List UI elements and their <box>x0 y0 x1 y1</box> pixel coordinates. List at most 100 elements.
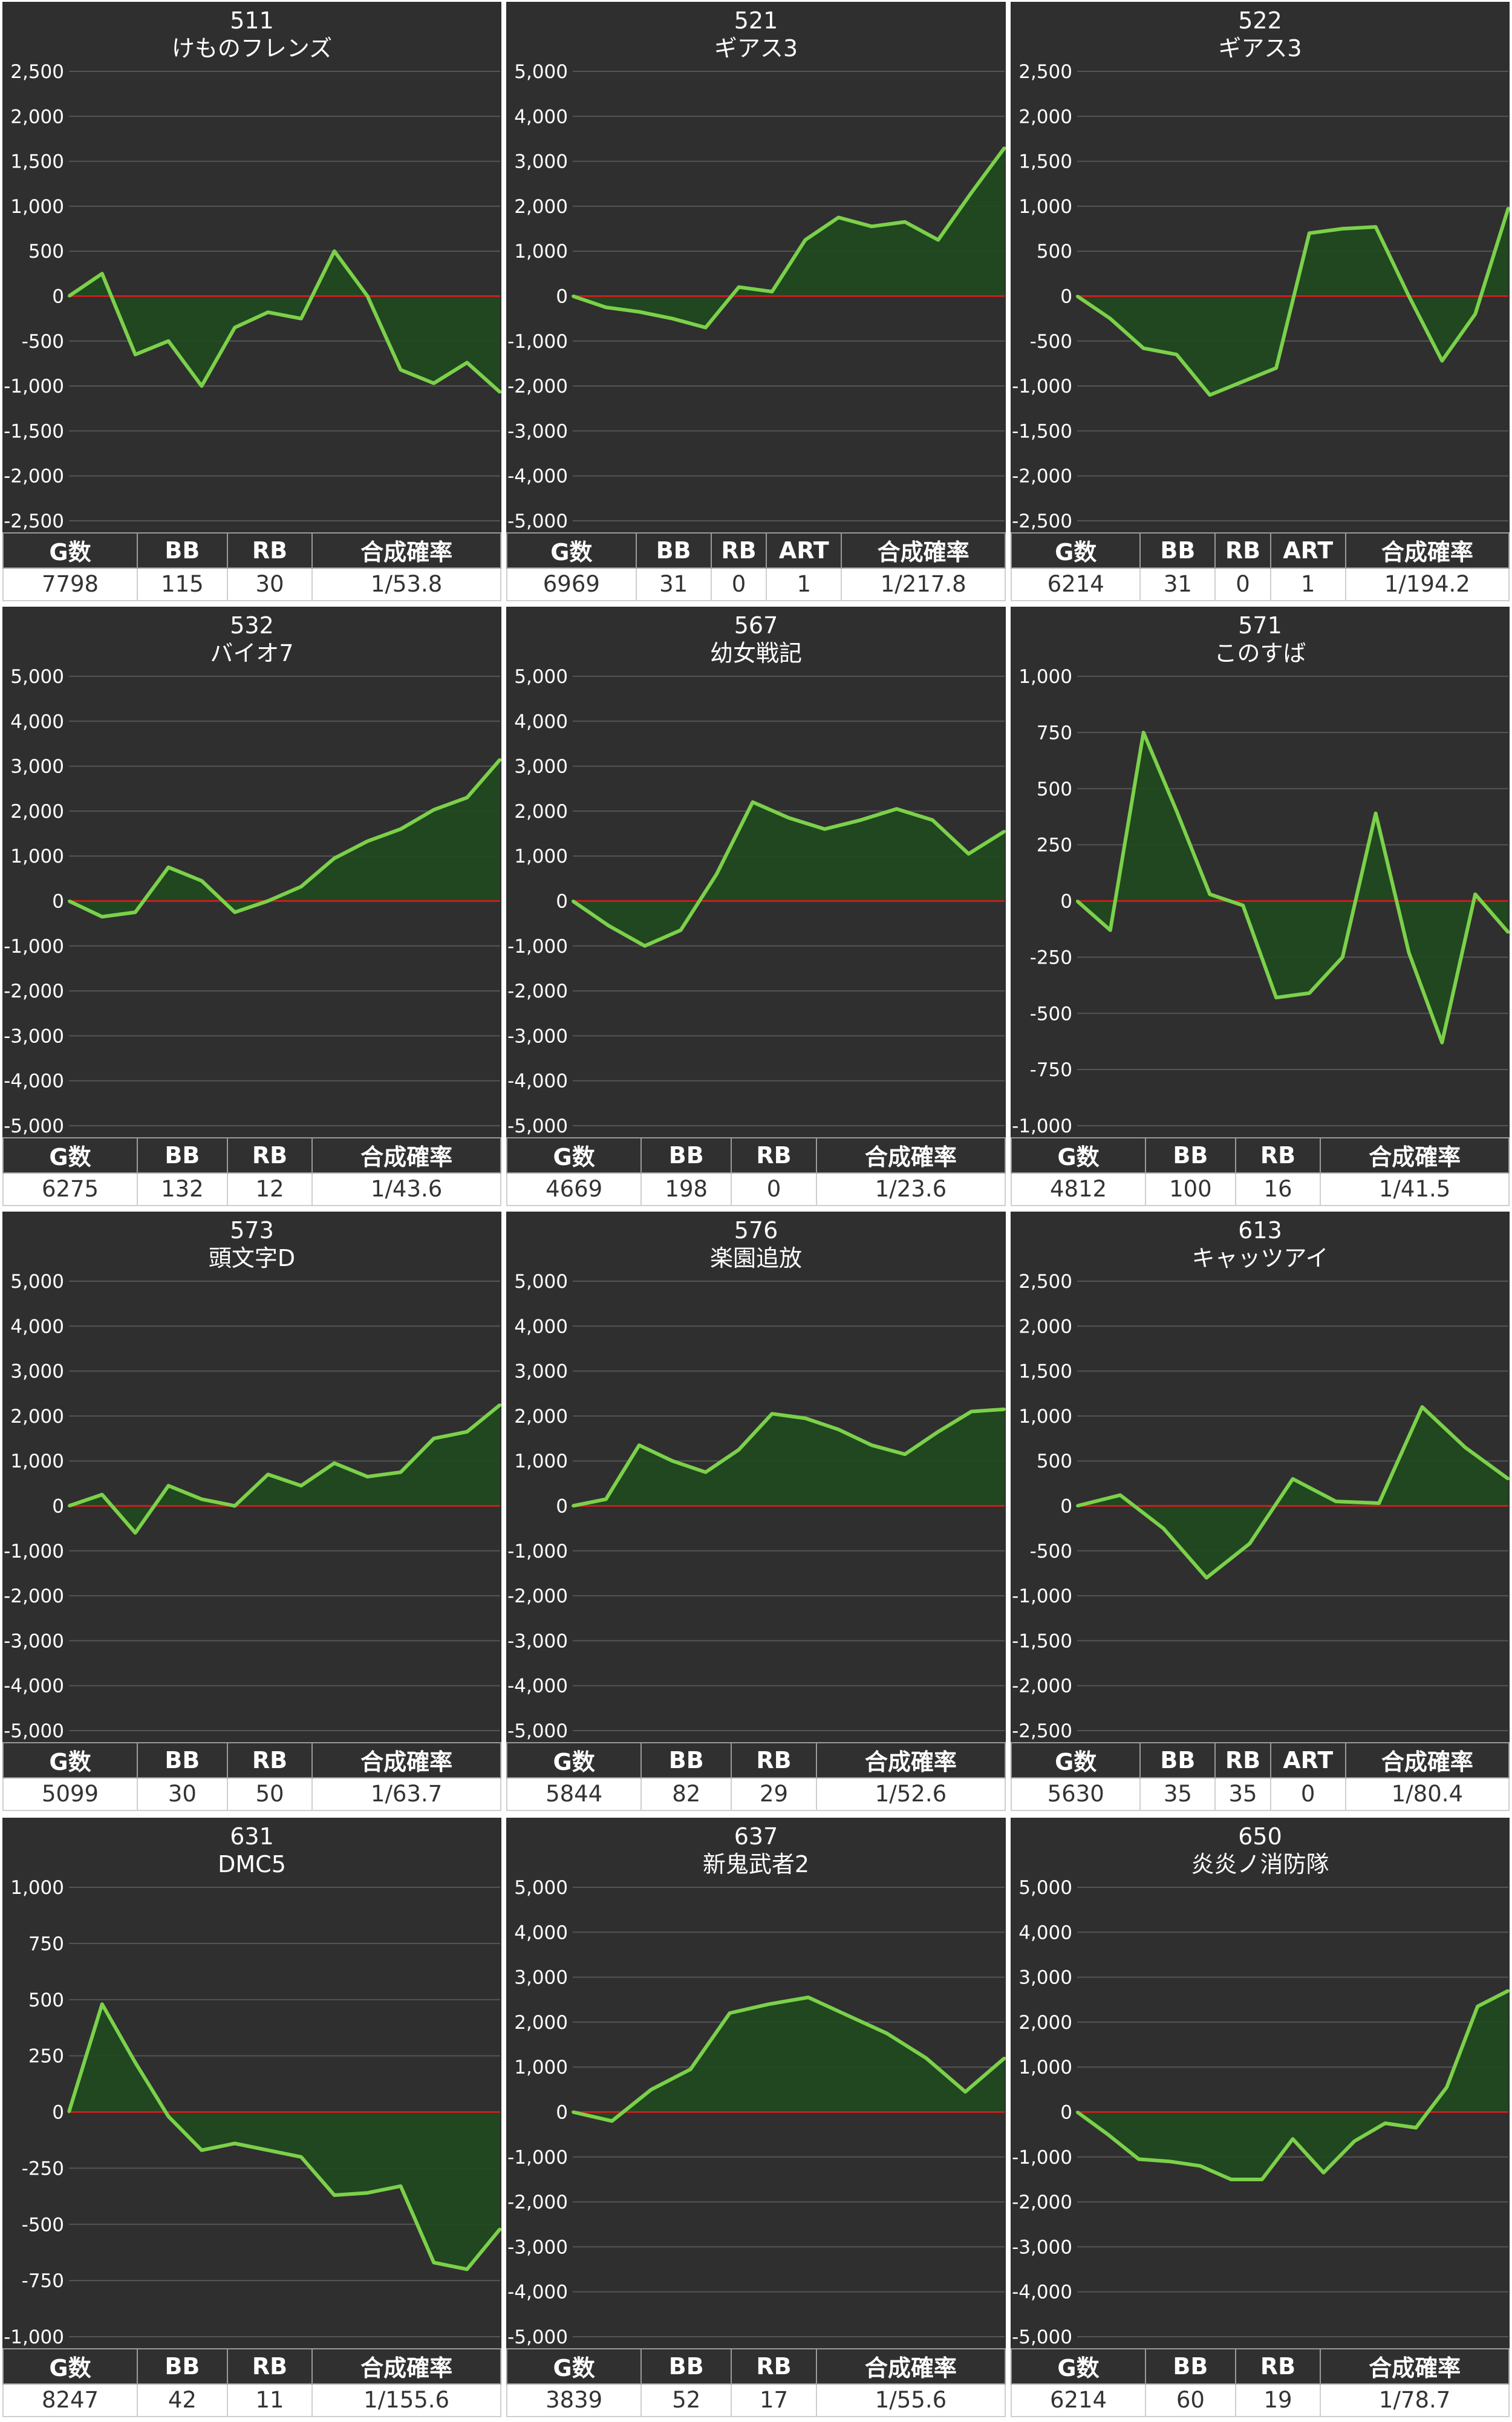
data-point <box>1205 1576 1208 1579</box>
stats-header-cell: RB <box>1234 1137 1321 1173</box>
data-point <box>1119 1493 1122 1497</box>
data-point <box>1507 1477 1510 1480</box>
machine-number: 521 <box>734 7 778 34</box>
y-tick-label: 0 <box>556 891 568 913</box>
stats-header-row: G数 BB RB 合成確率 <box>2 1742 501 1778</box>
stats-header-cell: RB <box>731 2348 817 2384</box>
data-point <box>904 220 907 223</box>
data-point <box>1445 2086 1448 2089</box>
data-point <box>964 2091 967 2094</box>
machine-panel: 576 楽園追放 5,000 4,000 3,000 2,000 1,000 0 -1,000 -… <box>504 1210 1008 1812</box>
y-tick-label: -1,000 <box>1012 1115 1072 1137</box>
data-point <box>499 1403 501 1406</box>
data-point <box>637 1444 640 1447</box>
y-tick-label: -4,000 <box>507 2282 568 2303</box>
data-point <box>432 382 435 385</box>
stats-header-cell: BB <box>1145 2348 1236 2384</box>
stats-table: G数 BB RB 合成確率 8247 42 11 1/155.6 <box>2 2348 501 2417</box>
data-point <box>1109 929 1112 932</box>
y-tick-label: 3,000 <box>514 1361 568 1383</box>
stats-value-cell: 1 <box>1269 567 1346 601</box>
data-point <box>267 311 270 314</box>
machine-number: 571 <box>1238 612 1282 639</box>
data-point <box>233 2142 236 2145</box>
data-point <box>167 2115 170 2118</box>
chart-area: 637 新鬼武者2 5,000 4,000 3,000 2,000 1,000 0 -1,000… <box>506 1818 1006 2348</box>
machine-name: 楽園追放 <box>710 1245 802 1271</box>
data-point <box>233 1504 236 1507</box>
data-point <box>1407 951 1410 954</box>
data-point <box>1142 347 1145 350</box>
machine-name: キャッツアイ <box>1191 1245 1328 1271</box>
y-tick-label: -1,000 <box>507 1541 568 1562</box>
series-area <box>573 148 1005 328</box>
stats-table: G数 BB RB 合成確率 6214 60 19 1/78.7 <box>1010 2348 1510 2417</box>
y-tick-label: -500 <box>1030 331 1072 353</box>
stats-value-cell: 52 <box>640 2383 732 2417</box>
stats-table: G数 BB RB 合成確率 4669 198 0 1/23.6 <box>506 1137 1006 1206</box>
stats-header-cell: 合成確率 <box>1320 1137 1510 1173</box>
data-point <box>1076 1504 1078 1507</box>
stats-value-cell: 0 <box>1269 1777 1346 1811</box>
stats-header-cell: RB <box>1214 1742 1271 1778</box>
stats-header-cell: G数 <box>506 1137 642 1173</box>
y-tick-label: 0 <box>52 286 64 308</box>
stats-value-row: 6275 132 12 1/43.6 <box>2 1172 501 1206</box>
data-point <box>704 326 707 329</box>
data-point <box>499 2227 501 2230</box>
data-point <box>572 295 574 298</box>
stats-value-cell: 7798 <box>2 567 138 601</box>
y-tick-label: 1,000 <box>514 2057 568 2078</box>
data-point <box>804 238 807 241</box>
data-point <box>1476 2005 1479 2008</box>
data-point <box>1248 1542 1251 1545</box>
stats-header-cell: ART <box>1269 532 1346 569</box>
data-point <box>870 1444 873 1447</box>
y-tick-label: 1,500 <box>10 151 64 173</box>
y-tick-label: 5,000 <box>514 61 568 83</box>
data-point <box>904 1453 907 1456</box>
y-tick-label: 0 <box>556 1496 568 1518</box>
data-point <box>837 1428 840 1431</box>
stats-header-cell: RB <box>226 1742 313 1778</box>
stats-header-cell: BB <box>137 532 228 569</box>
y-tick-label: 500 <box>1037 778 1072 800</box>
stats-value-cell: 1/55.6 <box>815 2383 1006 2417</box>
data-point <box>970 191 973 194</box>
stats-value-row: 4669 198 0 1/23.6 <box>506 1172 1006 1206</box>
y-tick-label: 500 <box>1037 1451 1072 1472</box>
stats-value-cell: 0 <box>1214 567 1271 601</box>
y-tick-label: 3,000 <box>514 151 568 173</box>
y-tick-label: -1,000 <box>507 331 568 353</box>
machine-panel: 532 バイオ7 5,000 4,000 3,000 2,000 1,000 0 -1,000 -… <box>0 605 504 1207</box>
stats-header-row: G数 BB RB 合成確率 <box>506 1742 1006 1778</box>
stats-value-cell: 6214 <box>1010 567 1141 601</box>
data-point <box>1076 899 1078 903</box>
stats-value-cell: 5630 <box>1010 1777 1141 1811</box>
stats-value-cell: 31 <box>635 567 712 601</box>
data-point <box>572 899 574 903</box>
stats-value-cell: 1/43.6 <box>311 1172 501 1206</box>
data-point <box>1230 2178 1233 2181</box>
stats-value-cell: 1/63.7 <box>311 1777 501 1811</box>
y-tick-label: -4,000 <box>4 1676 64 1697</box>
stats-header-row: G数 BB RB 合成確率 <box>2 532 501 569</box>
y-tick-label: -4,000 <box>1012 2282 1072 2303</box>
y-tick-label: 3,000 <box>10 1361 64 1383</box>
data-point <box>771 290 774 293</box>
series-area <box>1077 207 1508 395</box>
y-tick-label: -500 <box>1030 1003 1072 1025</box>
data-point <box>1003 830 1006 833</box>
series-area <box>69 251 500 393</box>
machine-name: ギアス3 <box>1218 35 1302 62</box>
series-area <box>69 2004 500 2270</box>
data-point <box>679 929 682 932</box>
y-tick-label: 0 <box>1060 2102 1072 2124</box>
data-point <box>1421 1406 1424 1408</box>
data-point <box>366 1475 369 1478</box>
stats-value-cell: 16 <box>1234 1172 1321 1206</box>
data-point <box>1308 991 1311 994</box>
data-point <box>715 872 718 875</box>
y-tick-label: 5,000 <box>514 666 568 688</box>
